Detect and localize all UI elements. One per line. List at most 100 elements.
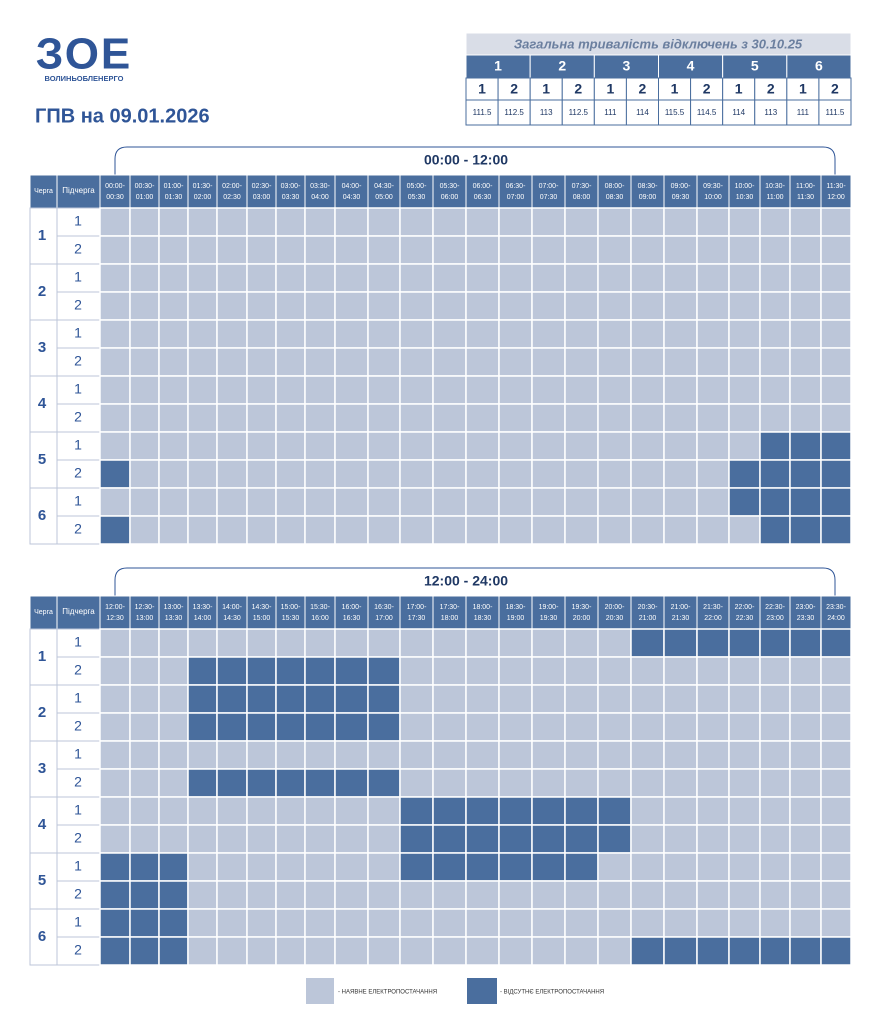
slot-cell (663, 768, 698, 798)
slot-label: 04:00- (342, 183, 363, 190)
slot-cell (216, 347, 248, 377)
slot-cell (630, 740, 665, 770)
slot-cell (399, 796, 434, 826)
slot-cell (367, 768, 401, 798)
slot-cell (216, 403, 248, 433)
slot-label: 12:30 (106, 615, 124, 622)
slot-cell (246, 375, 277, 405)
slot-cell (246, 263, 277, 293)
slot-cell (158, 235, 189, 265)
slot-cell (465, 487, 500, 517)
slot-cell (630, 263, 665, 293)
slot-cell (728, 515, 761, 545)
slot-cell (304, 768, 336, 798)
slot-cell (465, 263, 500, 293)
slot-label: 17:30 (408, 615, 426, 622)
slot-label: 03:30 (282, 194, 300, 201)
slot-cell (246, 852, 277, 882)
slot-cell (531, 684, 566, 714)
slot-label: 03:00- (281, 183, 302, 190)
slot-cell (820, 459, 852, 489)
subqueue-label: 1 (74, 381, 82, 397)
slot-cell (275, 908, 306, 938)
slot-cell (696, 263, 730, 293)
slot-cell (129, 908, 160, 938)
summary-value-cell (786, 99, 820, 126)
slot-label: 04:30- (374, 183, 395, 190)
slot-cell (334, 375, 369, 405)
slot-label: 07:00- (539, 183, 560, 190)
slot-label: 06:30- (506, 183, 527, 190)
queue-cell (29, 375, 58, 433)
slot-cell (820, 908, 852, 938)
slot-cell (498, 908, 533, 938)
slot-cell (129, 403, 160, 433)
slot-header-cell (465, 174, 500, 209)
slot-label: 07:30- (572, 183, 593, 190)
slot-header-cell (187, 595, 218, 630)
slot-label: 17:30- (440, 604, 461, 611)
slot-cell (597, 459, 632, 489)
summary-queue: 1 (494, 58, 502, 74)
slot-cell (432, 936, 467, 966)
slot-cell (728, 908, 761, 938)
slot-cell (789, 852, 822, 882)
subqueue-label: 2 (74, 465, 82, 481)
slot-cell (630, 656, 665, 686)
slot-cell (465, 656, 500, 686)
slot-cell (597, 936, 632, 966)
slot-cell (216, 291, 248, 321)
subqueue-cell (56, 824, 101, 854)
slot-cell (367, 487, 401, 517)
slot-cell (304, 712, 336, 742)
slot-cell (498, 936, 533, 966)
slot-cell (597, 852, 632, 882)
slot-cell (630, 235, 665, 265)
slot-cell (399, 375, 434, 405)
slot-label: 08:30- (638, 183, 659, 190)
slot-cell (334, 768, 369, 798)
slot-cell (597, 712, 632, 742)
slot-cell (728, 768, 761, 798)
slot-label: 23:30- (826, 604, 847, 611)
slot-cell (630, 319, 665, 349)
subqueue-label: 2 (74, 241, 82, 257)
slot-cell (820, 824, 852, 854)
subqueue-cell (56, 656, 101, 686)
slot-cell (334, 684, 369, 714)
slot-header-cell (367, 174, 401, 209)
slot-cell (531, 375, 566, 405)
summary-subqueue: 2 (703, 81, 711, 97)
slot-cell (275, 880, 306, 910)
slot-label: 10:30 (736, 194, 754, 201)
slot-cell (564, 908, 599, 938)
slot-cell (465, 740, 500, 770)
slot-cell (498, 207, 533, 237)
subqueue-label: 1 (74, 493, 82, 509)
slot-cell (367, 908, 401, 938)
slot-label: 11:30 (797, 194, 814, 201)
slot-cell (246, 459, 277, 489)
slot-cell (696, 347, 730, 377)
slot-cell (759, 768, 791, 798)
queue-label: 6 (38, 507, 46, 524)
slot-cell (158, 515, 189, 545)
slot-cell (99, 656, 131, 686)
slot-label: 19:30 (540, 615, 558, 622)
subqueue-label: 2 (74, 353, 82, 369)
slot-label: 22:00 (704, 615, 722, 622)
slot-cell (187, 235, 218, 265)
slot-cell (759, 319, 791, 349)
slot-cell (99, 235, 131, 265)
slot-cell (696, 628, 730, 658)
summary-queue: 2 (558, 58, 566, 74)
slot-cell (820, 403, 852, 433)
slot-label: 00:30- (135, 183, 156, 190)
slot-cell (498, 880, 533, 910)
logo-name: ВОЛИНЬОБЛЕНЕРГО (45, 74, 124, 83)
slot-cell (728, 263, 761, 293)
slot-cell (498, 740, 533, 770)
slot-cell (187, 740, 218, 770)
slot-cell (304, 684, 336, 714)
